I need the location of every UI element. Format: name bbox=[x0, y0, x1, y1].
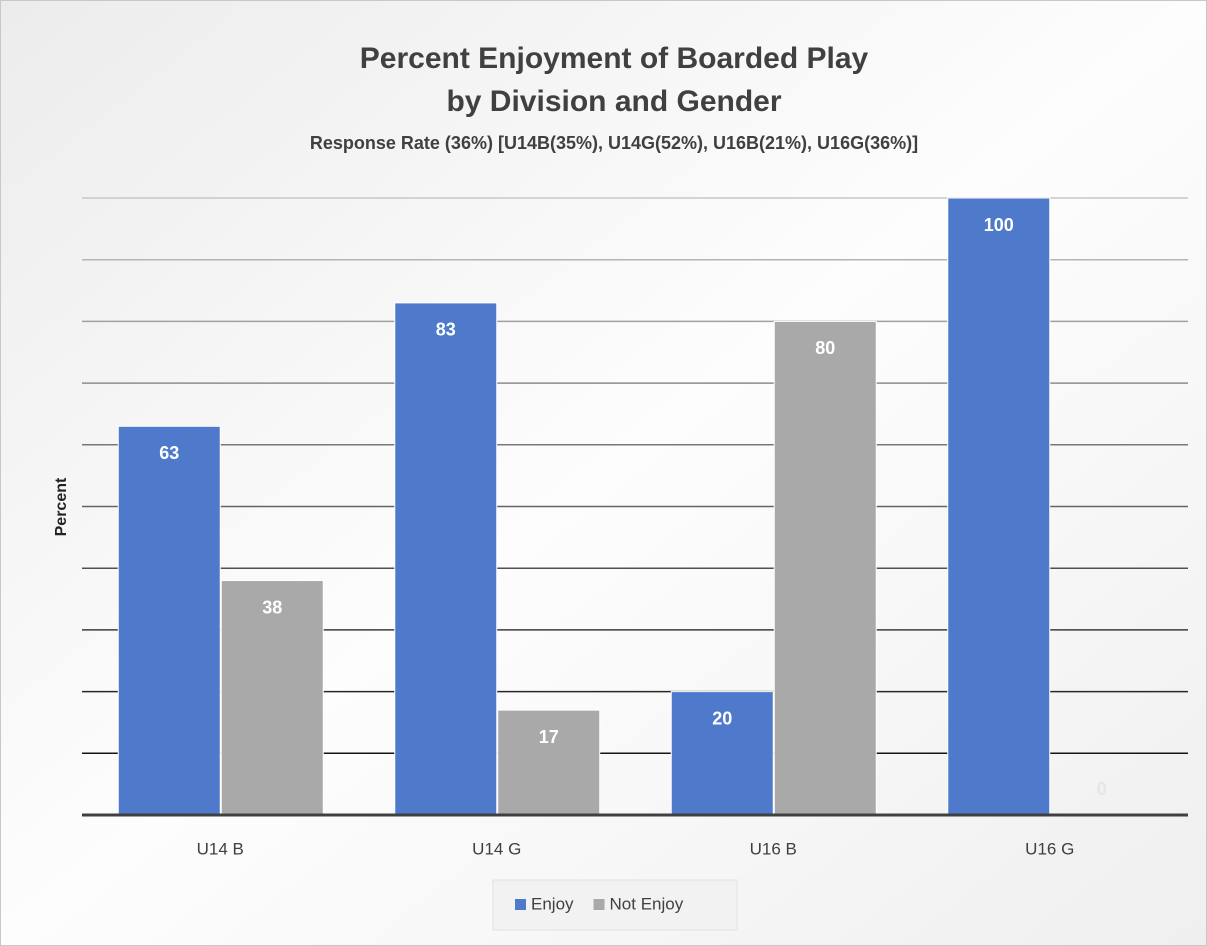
bar bbox=[773, 320, 877, 816]
data-label: 38 bbox=[262, 597, 282, 617]
chart-title: Percent Enjoyment of Boarded Play bbox=[360, 42, 869, 75]
data-label: 17 bbox=[539, 727, 559, 747]
legend-swatch bbox=[593, 899, 605, 910]
bar bbox=[497, 709, 601, 816]
data-label: 0 bbox=[1097, 779, 1107, 799]
data-label: 63 bbox=[159, 443, 179, 463]
bar bbox=[670, 691, 774, 816]
legend-label: Enjoy bbox=[531, 894, 574, 913]
chart-title: by Division and Gender bbox=[446, 85, 781, 118]
bar bbox=[394, 302, 498, 816]
bar bbox=[117, 425, 221, 816]
data-label: 83 bbox=[436, 320, 456, 340]
legend-swatch bbox=[515, 899, 526, 910]
chart-subtitle: Response Rate (36%) [U14B(35%), U14G(52%… bbox=[310, 133, 918, 153]
data-label: 80 bbox=[815, 338, 835, 358]
x-tick-label: U14 G bbox=[472, 839, 521, 858]
bar bbox=[947, 197, 1051, 816]
data-label: 100 bbox=[984, 215, 1014, 235]
x-tick-label: U16 G bbox=[1025, 839, 1074, 858]
data-label: 20 bbox=[712, 708, 732, 728]
legend-label: Not Enjoy bbox=[610, 894, 684, 913]
y-axis-label: Percent bbox=[53, 477, 70, 536]
bar bbox=[220, 580, 324, 816]
legend-box bbox=[492, 879, 738, 931]
x-tick-label: U14 B bbox=[197, 839, 244, 858]
x-tick-label: U16 B bbox=[750, 839, 797, 858]
